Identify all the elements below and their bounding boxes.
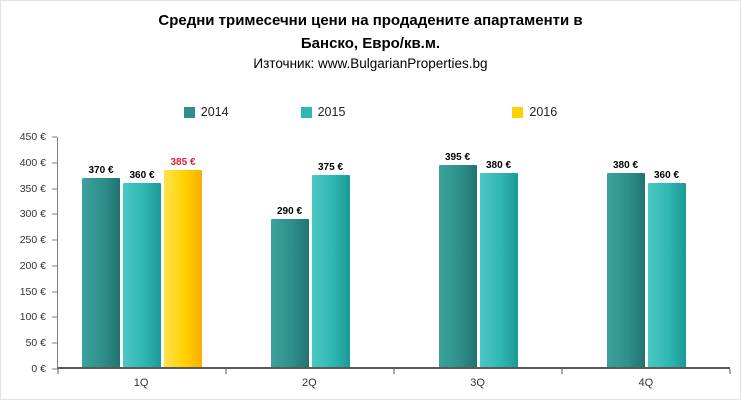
- x-axis: 1Q 2Q 3Q 4Q: [57, 373, 730, 393]
- plot-area: 370 €360 €385 €290 €375 €395 €380 €380 €…: [57, 137, 731, 374]
- y-tick-label: 400 €: [19, 156, 46, 169]
- bar-value-label: 380 €: [612, 159, 639, 171]
- bar-wrap: 375 €: [311, 137, 350, 367]
- y-tick-mark: [52, 316, 57, 318]
- legend-item-2016: 2016: [512, 105, 557, 119]
- bar-wrap: 360 €: [647, 137, 686, 367]
- bar-2015-1Q: [123, 183, 161, 367]
- bar-2016-1Q: [164, 170, 202, 367]
- legend-item-2015: 2015: [300, 105, 346, 119]
- bar-value-label: 385 €: [170, 157, 196, 169]
- bar-value-label: 290 €: [276, 205, 303, 217]
- x-category-label: 4Q: [638, 377, 654, 389]
- bar-2015-2Q: [311, 175, 350, 367]
- chart-subtitle: Източник: www.BulgarianProperties.bg: [253, 56, 488, 71]
- bar-value-label: 360 €: [129, 170, 155, 181]
- legend-label: 2014: [200, 105, 229, 119]
- bar-group-1Q: 370 € 360 € 385 €: [58, 137, 226, 367]
- bar-2014-2Q: [270, 218, 309, 367]
- bar-group-3Q: 395 € 380 €: [394, 137, 562, 367]
- legend-label: 2015: [317, 105, 346, 119]
- y-tick-mark: [52, 188, 57, 190]
- y-tick-mark: [52, 239, 57, 241]
- bar-group-2Q: 290 € 375 €: [226, 137, 394, 367]
- y-tick-label: 100 €: [19, 311, 46, 324]
- legend-swatch-2016: [512, 106, 524, 118]
- bar-wrap: 360 €: [123, 137, 161, 367]
- bar-wrap: 395 €: [438, 137, 477, 367]
- bar-value-label: 380 €: [485, 159, 512, 171]
- bar-2014-1Q: [82, 177, 120, 367]
- bar-group-4Q: 380 € 360 €: [562, 137, 730, 367]
- bar-value-label: 375 €: [317, 162, 344, 174]
- chart-legend: 2014 2015 2016: [1, 105, 740, 119]
- x-category-label: 3Q: [470, 377, 485, 389]
- bar-wrap: 380 €: [479, 137, 518, 367]
- bar-value-label: 360 €: [653, 170, 680, 181]
- y-tick-label: 0 €: [31, 363, 46, 375]
- y-tick-label: 250 €: [19, 234, 46, 247]
- bar-wrap: 380 €: [606, 137, 645, 367]
- y-tick-mark: [52, 265, 57, 267]
- x-category-label: 2Q: [302, 377, 317, 389]
- bar-wrap: 370 €: [82, 137, 120, 367]
- x-category-label: 1Q: [133, 377, 149, 389]
- bar-value-label: 370 €: [88, 164, 114, 176]
- y-tick-label: 450 €: [19, 131, 46, 143]
- y-tick-label: 50 €: [25, 337, 46, 350]
- x-tick-mark: [561, 369, 563, 374]
- bar-2014-4Q: [606, 172, 645, 367]
- y-tick-label: 150 €: [19, 285, 46, 298]
- bar-wrap: 290 €: [270, 137, 309, 367]
- chart-area: 0 € 50 € 100 € 150 € 200 € 250 € 300 € 350 € 400…: [9, 129, 731, 393]
- bar-wrap: 385 €: [164, 137, 202, 367]
- bar-2014-3Q: [438, 165, 477, 367]
- y-axis: 0 € 50 € 100 € 150 € 200 € 250 € 300 € 350 € 400…: [9, 131, 57, 375]
- x-tick-mark: [57, 369, 59, 374]
- chart-header: Средни тримесечни цени на продадените ап…: [1, 1, 740, 71]
- bar-2015-4Q: [647, 183, 686, 367]
- y-tick-mark: [52, 136, 57, 138]
- y-tick-mark: [52, 342, 57, 344]
- bar-2015-3Q: [479, 172, 518, 367]
- legend-label: 2016: [529, 105, 558, 119]
- legend-item-2014: 2014: [183, 105, 229, 119]
- legend-swatch-2014: [183, 106, 195, 118]
- legend-swatch-2015: [300, 106, 312, 118]
- x-tick-mark: [729, 369, 731, 374]
- y-tick-mark: [52, 213, 57, 215]
- chart-title: Средни тримесечни цени на продадените ап…: [158, 12, 583, 52]
- x-tick-mark: [393, 369, 395, 374]
- y-tick-mark: [52, 291, 57, 293]
- x-tick-mark: [225, 369, 227, 374]
- bar-groups: 370 €360 €385 €290 €375 €395 €380 €380 €…: [58, 137, 730, 367]
- y-tick-label: 350 €: [19, 182, 46, 195]
- y-tick-mark: [52, 162, 57, 164]
- bar-value-label: 395 €: [444, 152, 471, 164]
- y-tick-mark: [52, 368, 57, 370]
- y-tick-label: 300 €: [19, 208, 46, 221]
- y-tick-label: 200 €: [19, 259, 46, 272]
